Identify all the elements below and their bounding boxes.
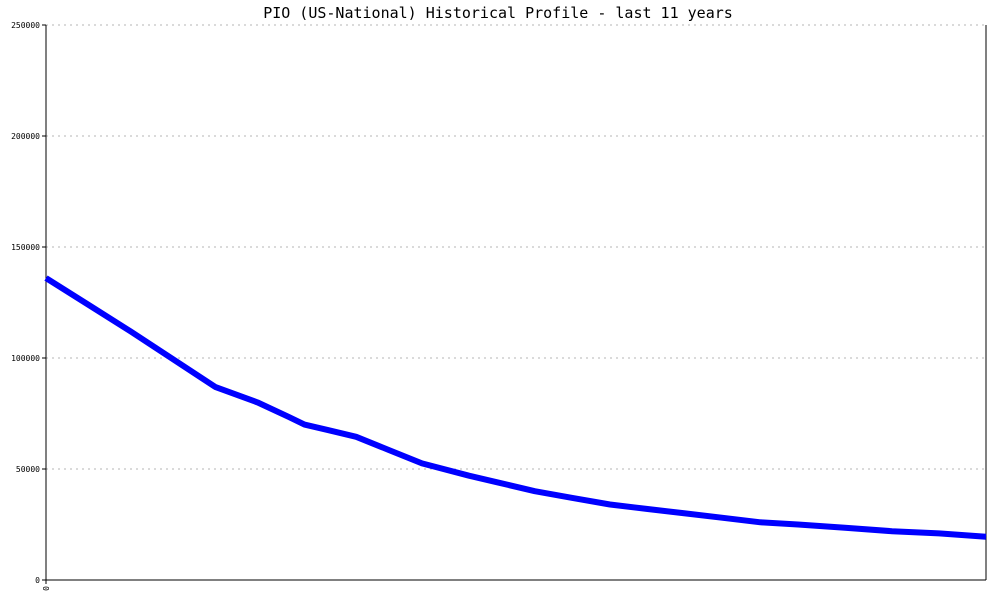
y-tick-label: 50000: [16, 465, 40, 474]
series-line: [44, 275, 987, 540]
y-tick-label: 200000: [11, 132, 40, 141]
y-tick-label: 100000: [11, 354, 40, 363]
y-tick-label: 250000: [11, 21, 40, 30]
grid-lines: [46, 24, 986, 470]
x-axis-ticks: 0: [42, 580, 51, 591]
chart-title: PIO (US-National) Historical Profile - l…: [263, 4, 733, 22]
series-layer: [44, 275, 987, 540]
axes: [45, 25, 987, 581]
y-axis-ticks: 0 50000 100000 150000 200000 250000: [11, 21, 46, 585]
y-tick-label: 150000: [11, 243, 40, 252]
y-tick-label: 0: [35, 576, 40, 585]
x-tick-label: 0: [42, 586, 51, 591]
